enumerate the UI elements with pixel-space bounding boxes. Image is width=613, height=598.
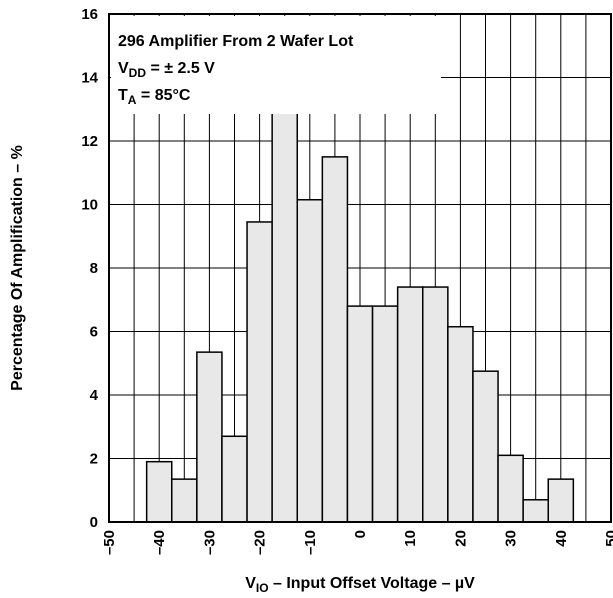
histogram-bar bbox=[497, 454, 524, 523]
annotation-box: 296 Amplifier From 2 Wafer Lot VDD = ± 2… bbox=[111, 16, 441, 114]
annotation-line-3: TA = 85°C bbox=[118, 87, 191, 107]
x-tick-label: –30 bbox=[201, 530, 218, 555]
histogram-bar bbox=[346, 305, 374, 523]
x-tick-label: 40 bbox=[553, 530, 570, 547]
histogram-bar bbox=[321, 156, 349, 523]
y-tick-labels: 0 2 4 6 8 10 12 14 16 bbox=[81, 6, 98, 531]
histogram-bar bbox=[422, 286, 449, 523]
y-tick-label: 0 bbox=[90, 514, 98, 531]
x-axis-title: VIO – Input Offset Voltage – µV bbox=[245, 575, 475, 595]
y-tick-label: 12 bbox=[81, 133, 98, 150]
y-axis-title: Percentage Of Amplification – % bbox=[9, 145, 26, 391]
histogram-bar bbox=[196, 351, 223, 523]
y-tick-label: 10 bbox=[81, 197, 98, 214]
histogram-bar bbox=[522, 499, 550, 523]
x-tick-label: 0 bbox=[352, 530, 369, 538]
x-tick-label: 50 bbox=[603, 530, 613, 547]
annotation-line-2: VDD = ± 2.5 V bbox=[118, 60, 215, 80]
histogram-bar bbox=[396, 286, 424, 523]
histogram-bar bbox=[371, 305, 399, 523]
histogram-bar bbox=[472, 370, 499, 523]
x-tick-label: 20 bbox=[452, 530, 469, 547]
histogram-bar bbox=[145, 460, 173, 523]
x-tick-label: 30 bbox=[503, 530, 520, 547]
x-tick-labels: –50 –40 –30 –20 –10 0 10 20 30 40 50 bbox=[101, 530, 613, 555]
x-tick-label: 10 bbox=[402, 530, 419, 547]
plot-frame bbox=[108, 13, 612, 523]
histogram-bar bbox=[447, 325, 474, 523]
histogram-bar bbox=[547, 478, 575, 523]
x-tick-label: –50 bbox=[101, 530, 118, 555]
y-tick-label: 14 bbox=[81, 70, 98, 87]
annotation-line-1: 296 Amplifier From 2 Wafer Lot bbox=[118, 33, 354, 50]
histogram-bar bbox=[246, 221, 273, 523]
histogram-bar bbox=[221, 435, 248, 523]
y-tick-label: 2 bbox=[90, 451, 98, 468]
histogram-bar bbox=[271, 71, 298, 523]
y-tick-label: 4 bbox=[90, 387, 99, 404]
y-tick-label: 6 bbox=[90, 324, 98, 341]
x-tick-label: –20 bbox=[252, 530, 269, 555]
x-tick-label: –10 bbox=[302, 530, 319, 555]
y-tick-label: 8 bbox=[90, 260, 98, 277]
histogram-bar bbox=[296, 198, 324, 523]
histogram-bar bbox=[171, 478, 198, 523]
y-tick-label: 16 bbox=[81, 6, 98, 23]
x-tick-label: –40 bbox=[151, 530, 168, 555]
